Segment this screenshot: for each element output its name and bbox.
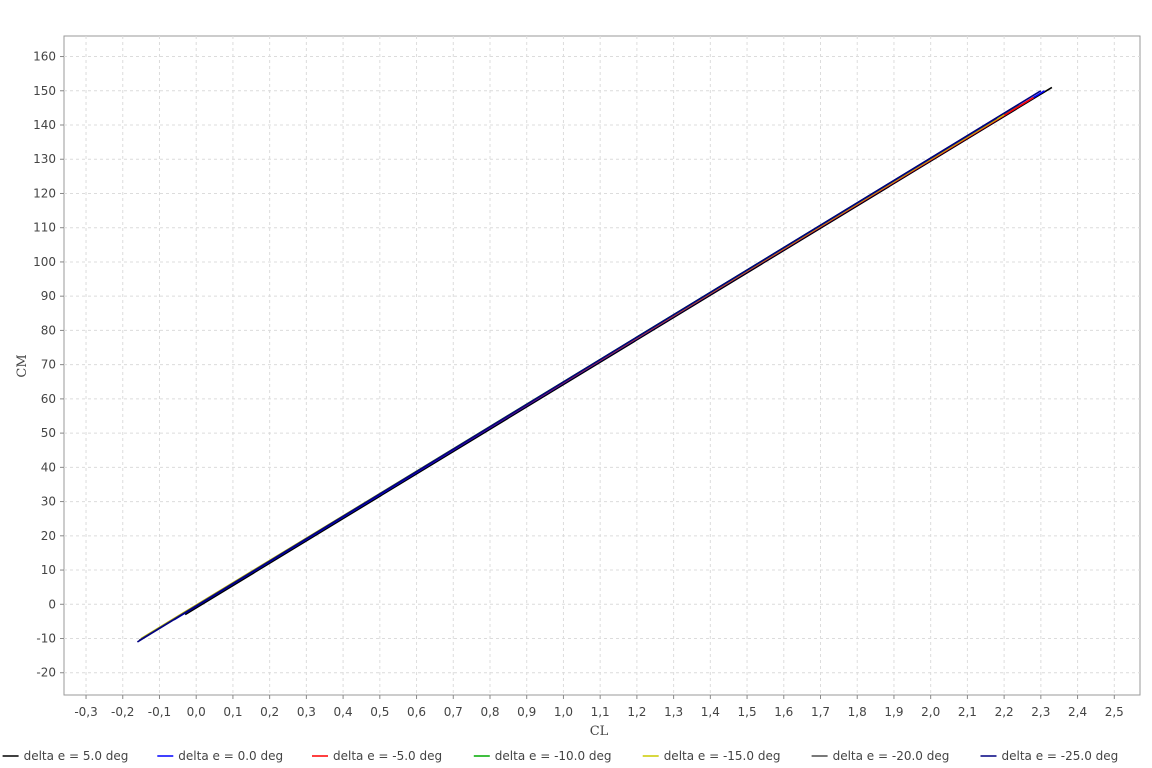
y-tick-label: 90 — [41, 289, 56, 303]
x-tick-label: 1,2 — [627, 705, 646, 719]
x-tick-label: 1,3 — [664, 705, 683, 719]
legend-label: delta e = -10.0 deg — [495, 749, 612, 763]
legend: delta e = 5.0 deg delta e = 0.0 deg delta … — [2, 749, 1119, 763]
legend-label: delta e = -20.0 deg — [833, 749, 950, 763]
x-tick-label: 0,0 — [187, 705, 206, 719]
plot-background — [63, 35, 1141, 696]
x-axis-title: CL — [590, 724, 609, 739]
y-tick-label: 150 — [33, 84, 56, 98]
x-tick-label: 1,7 — [811, 705, 830, 719]
y-tick-label: 20 — [41, 529, 56, 543]
x-tick-label: 0,3 — [297, 705, 316, 719]
x-tick-label: -0,2 — [111, 705, 134, 719]
x-axis: -0,3 -0,2 -0,1 0,0 0,1 0,2 0,3 0,4 0,5 0,6 0,7 0,8 0… — [74, 695, 1124, 719]
x-tick-label: 1,4 — [701, 705, 720, 719]
x-tick-label: 0,4 — [334, 705, 353, 719]
x-tick-label: 1,6 — [774, 705, 793, 719]
y-axis-title: CM — [15, 354, 30, 377]
x-tick-label: 1,1 — [591, 705, 610, 719]
x-tick-label: 1,0 — [554, 705, 573, 719]
x-tick-label: -0,3 — [74, 705, 97, 719]
x-tick-label: 0,2 — [260, 705, 279, 719]
x-tick-label: 0,7 — [444, 705, 463, 719]
x-tick-label: 0,9 — [517, 705, 536, 719]
y-tick-label: 0 — [48, 597, 56, 611]
x-tick-label: -0,1 — [148, 705, 171, 719]
grid-lines — [64, 36, 1140, 695]
x-tick-label: 2,2 — [995, 705, 1014, 719]
x-tick-label: 1,5 — [738, 705, 757, 719]
series-line — [136, 90, 1042, 643]
x-tick-label: 2,3 — [1031, 705, 1050, 719]
legend-label: delta e = -15.0 deg — [664, 749, 781, 763]
y-tick-label: -20 — [36, 666, 56, 680]
y-tick-label: 160 — [33, 50, 56, 64]
y-tick-label: 40 — [41, 460, 56, 474]
x-tick-label: 2,4 — [1068, 705, 1087, 719]
y-tick-label: 80 — [41, 323, 56, 337]
y-tick-label: 110 — [33, 221, 56, 235]
x-tick-label: 0,6 — [407, 705, 426, 719]
legend-label: delta e = 5.0 deg — [24, 749, 129, 763]
x-tick-label: 1,9 — [884, 705, 903, 719]
legend-label: delta e = -5.0 deg — [333, 749, 442, 763]
y-axis: -20 -10 0 10 20 30 40 50 60 70 80 90 100 110 120 130 140… — [33, 50, 64, 680]
y-tick-label: 70 — [41, 358, 56, 372]
series-line — [184, 86, 1053, 616]
y-tick-label: 130 — [33, 152, 56, 166]
x-tick-label: 0,5 — [370, 705, 389, 719]
x-tick-label: 0,8 — [480, 705, 499, 719]
y-tick-label: 100 — [33, 255, 56, 269]
legend-label: delta e = 0.0 deg — [178, 749, 283, 763]
x-tick-label: 0,1 — [223, 705, 242, 719]
x-tick-label: 1,8 — [848, 705, 867, 719]
y-tick-label: 120 — [33, 186, 56, 200]
x-tick-label: 2,5 — [1105, 705, 1124, 719]
series-group — [136, 86, 1053, 643]
y-tick-label: 10 — [41, 563, 56, 577]
y-tick-label: 50 — [41, 426, 56, 440]
y-tick-label: 140 — [33, 118, 56, 132]
x-tick-label: 2,0 — [921, 705, 940, 719]
x-tick-label: 2,1 — [958, 705, 977, 719]
y-tick-label: 30 — [41, 495, 56, 509]
y-tick-label: -10 — [36, 632, 56, 646]
legend-label: delta e = -25.0 deg — [1002, 749, 1119, 763]
y-tick-label: 60 — [41, 392, 56, 406]
